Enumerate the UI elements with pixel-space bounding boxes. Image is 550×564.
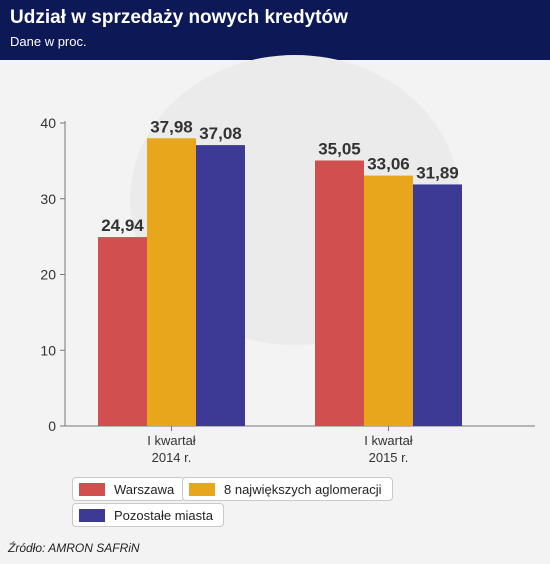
legend-label: 8 największych aglomeracji [224,481,382,497]
legend-swatch-8-aglomeracji [189,482,215,496]
chart-subtitle: Dane w proc. [10,34,87,49]
data-label: 31,89 [416,163,459,182]
x-tick-label-line: 2015 r. [368,450,409,465]
legend-label: Pozostałe miasta [114,507,213,523]
bar [364,175,413,426]
bar [196,145,245,426]
bar [98,237,147,426]
legend-label: Warszawa [114,481,175,497]
y-tick-label: 40 [40,115,56,131]
legend-swatch-pozostale [79,508,105,522]
x-tick-label: I kwartał 2015 r. [319,432,459,466]
y-tick-label: 10 [40,342,56,358]
bar [413,184,462,426]
chart-header: Udział w sprzedaży nowych kredytów Dane … [0,0,550,60]
data-label: 33,06 [367,155,410,174]
chart-title: Udział w sprzedaży nowych kredytów [10,7,348,28]
x-tick-label: I kwartał 2014 r. [102,432,242,466]
y-tick-label: 20 [40,267,56,283]
bar [147,138,196,426]
legend-item-pozostale: Pozostałe miasta [72,503,224,527]
bar [315,160,364,426]
data-label: 37,08 [199,124,242,143]
bar-chart: 0 10 20 30 40 24,94 37,98 37,08 35,05 33,06 31,89 [40,115,535,434]
legend-item-8-aglomeracji: 8 największych aglomeracji [182,477,393,501]
x-tick-label-line: I kwartał [364,433,413,448]
x-tick-label-line: I kwartał [147,433,196,448]
data-label: 35,05 [318,139,361,158]
data-label: 37,98 [150,117,193,136]
legend-swatch-warszawa [79,482,105,496]
y-tick-label: 0 [48,418,56,434]
x-tick-label-line: 2014 r. [151,450,192,465]
data-label: 24,94 [101,216,144,235]
source-note: Źródło: AMRON SAFRiN [8,541,140,555]
y-tick-label: 30 [40,191,56,207]
legend-item-warszawa: Warszawa [72,477,186,501]
